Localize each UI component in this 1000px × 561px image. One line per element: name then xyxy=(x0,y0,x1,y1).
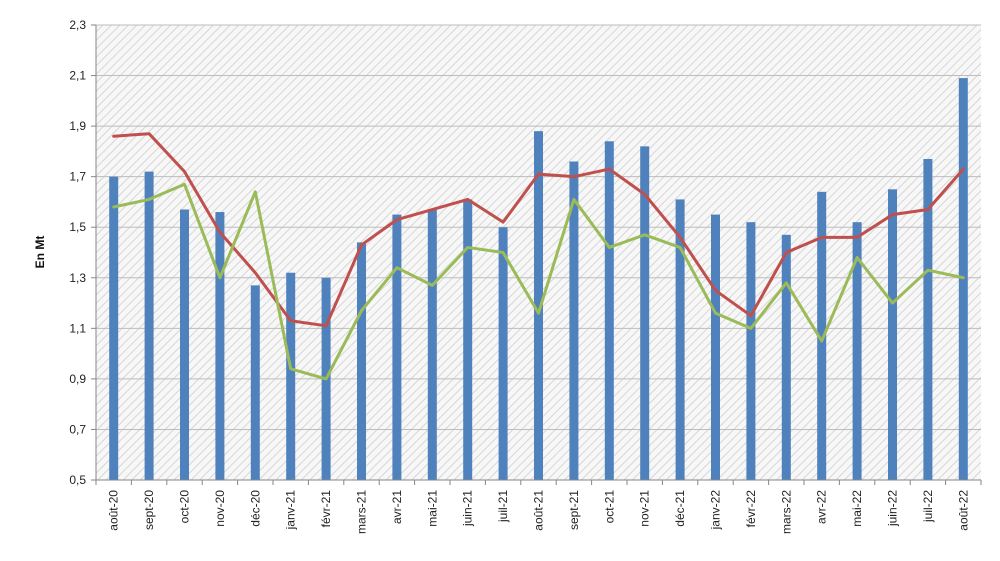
y-tick-label: 1,5 xyxy=(69,220,86,234)
y-axis-label: En Mt xyxy=(33,236,47,269)
x-tick-label: nov-21 xyxy=(638,490,652,527)
x-tick-label: juin-21 xyxy=(461,490,475,527)
x-tick-label: sept-21 xyxy=(567,490,581,530)
bar xyxy=(392,214,402,481)
x-tick-label: juil-22 xyxy=(921,490,935,523)
x-tick-label: avr-21 xyxy=(390,490,404,524)
bar xyxy=(427,209,437,480)
x-tick-label: nov-20 xyxy=(213,490,227,527)
y-tick-label: 2,3 xyxy=(69,18,86,32)
bar xyxy=(180,209,189,480)
x-tick-label: juin-22 xyxy=(886,490,900,527)
bar xyxy=(498,227,508,480)
x-tick-label: févr-21 xyxy=(319,490,333,528)
bar xyxy=(852,222,862,480)
x-tick-label: sept-20 xyxy=(142,490,156,530)
y-tick-label: 1,7 xyxy=(69,170,86,184)
bar xyxy=(604,141,614,480)
x-tick-label: août-20 xyxy=(107,490,121,531)
x-axis-ticks: août-20 sept-20 oct-20 nov-20 déc-20 janv-21 f… xyxy=(95,480,982,534)
y-tick-label: 2,1 xyxy=(69,69,86,83)
bar xyxy=(923,158,933,480)
x-tick-label: mars-21 xyxy=(355,490,369,534)
bar xyxy=(144,171,154,480)
bar xyxy=(250,285,260,480)
y-axis-ticks: 0,5 0,7 0,9 1,1 1,3 1,5 1,7 1,9 2,1 2,3 xyxy=(69,18,96,487)
y-tick-label: 1,1 xyxy=(69,321,86,335)
bar xyxy=(817,191,827,481)
x-tick-label: mai-22 xyxy=(850,490,864,527)
bar xyxy=(781,234,791,480)
y-tick-label: 1,3 xyxy=(69,271,86,285)
y-tick-label: 0,5 xyxy=(69,473,86,487)
x-tick-label: févr-22 xyxy=(744,490,758,528)
x-tick-label: mai-21 xyxy=(425,490,439,527)
x-tick-label: janv-22 xyxy=(709,490,723,531)
bar xyxy=(711,214,720,481)
y-tick-label: 0,7 xyxy=(69,422,86,436)
bar xyxy=(569,161,579,480)
bar xyxy=(463,199,473,480)
series-line xyxy=(112,182,965,381)
x-tick-label: oct-21 xyxy=(602,490,616,524)
bar xyxy=(109,176,119,480)
bar xyxy=(357,242,366,480)
bar xyxy=(534,131,543,480)
x-tick-label: août-21 xyxy=(532,490,546,531)
x-tick-label: mars-22 xyxy=(779,490,793,534)
x-tick-label: juil-21 xyxy=(496,490,510,523)
bar xyxy=(746,222,756,480)
x-tick-label: janv-21 xyxy=(284,490,298,531)
y-tick-label: 0,9 xyxy=(69,372,86,386)
bar xyxy=(640,146,650,481)
x-tick-label: août-22 xyxy=(956,490,970,531)
bar xyxy=(286,272,296,480)
series-line xyxy=(112,132,965,328)
bar xyxy=(675,199,685,480)
bar xyxy=(888,189,897,481)
y-tick-label: 1,9 xyxy=(69,119,86,133)
x-tick-label: avr-22 xyxy=(815,490,829,524)
x-tick-label: déc-21 xyxy=(673,490,687,527)
line-series xyxy=(112,132,965,381)
x-tick-label: oct-20 xyxy=(178,490,192,524)
x-tick-label: déc-20 xyxy=(248,490,262,527)
bar xyxy=(215,212,225,481)
